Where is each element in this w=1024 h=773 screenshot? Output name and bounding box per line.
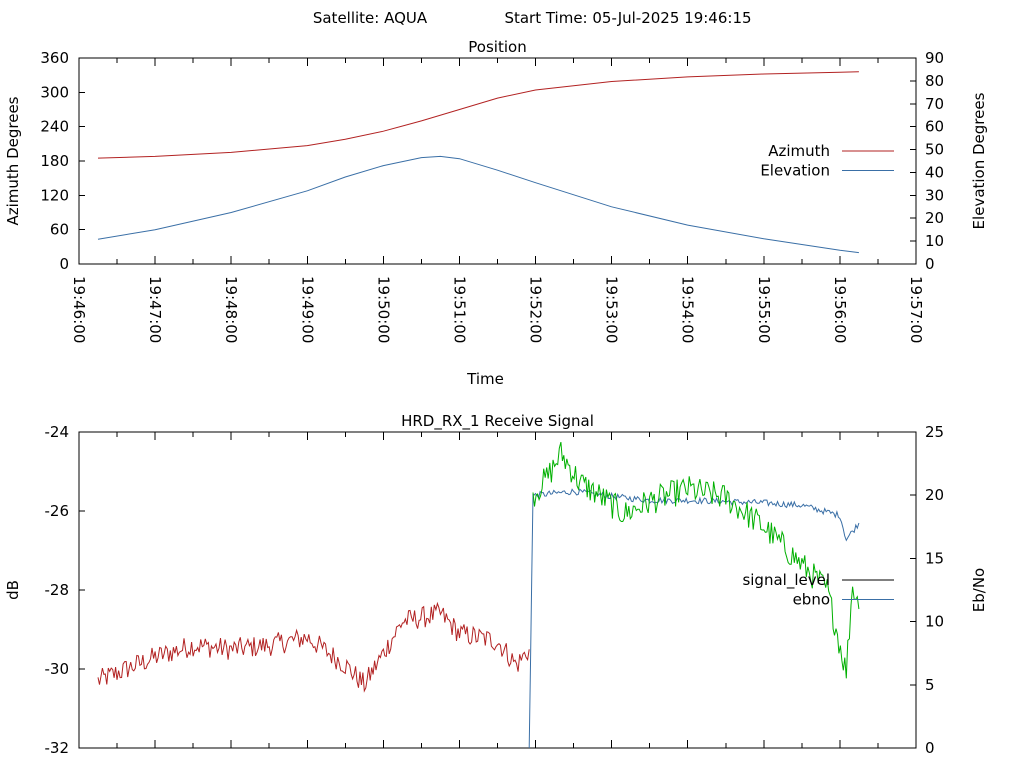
y-tick-label: -24 [45, 423, 70, 441]
plot-frame [78, 431, 917, 749]
x-tick-label: 19:50:00 [374, 276, 392, 343]
y2-tick-label: 60 [925, 118, 944, 136]
chart-title: HRD_RX_1 Receive Signal [401, 412, 594, 431]
y2-tick-label: 0 [925, 739, 935, 757]
y-tick-label: 240 [40, 118, 69, 136]
y2-tick-label: 15 [925, 549, 944, 567]
header-satellite: Satellite: AQUA [313, 9, 428, 27]
x-tick-label: 19:52:00 [527, 276, 545, 343]
legend-label-signal-level: signal_level [742, 571, 830, 590]
x-tick-label: 19:51:00 [450, 276, 468, 343]
x-tick-label: 19:53:00 [603, 276, 621, 343]
y-tick-label: -30 [45, 660, 70, 678]
receive-signal-chart: HRD_RX_1 Receive Signal -32 -30 -28 -26 -24 0 5… [4, 412, 988, 757]
y2-tick-label: 80 [925, 72, 944, 90]
legend-label-ebno: ebno [793, 591, 830, 609]
y-tick-label: -26 [45, 502, 70, 520]
x-tick-label: 19:46:00 [70, 276, 88, 343]
y-tick-label: 180 [40, 152, 69, 170]
legend-label-Azimuth: Azimuth [768, 142, 830, 160]
header-start-time: Start Time: 05-Jul-2025 19:46:15 [504, 9, 751, 27]
x-tick-label: 19:56:00 [831, 276, 849, 343]
y2-tick-label: 20 [925, 209, 944, 227]
y-tick-label: 0 [59, 255, 69, 273]
x-tick-label: 19:54:00 [679, 276, 697, 343]
y2-tick-label: 70 [925, 95, 944, 113]
series-line-Elevation [97, 155, 859, 254]
y-tick-label: -32 [45, 739, 70, 757]
y2-tick-label: 0 [925, 255, 935, 273]
y-axis-label: Azimuth Degrees [4, 96, 22, 225]
x-tick-label: 19:49:00 [298, 276, 316, 343]
x-tick-label: 19:48:00 [222, 276, 240, 343]
y-axis-label: dB [4, 580, 22, 600]
y2-axis-label: Elevation Degrees [970, 92, 988, 229]
y2-axis-label: Eb/No [970, 568, 988, 612]
x-axis-label: Time [466, 370, 504, 388]
x-tick-label: 19:55:00 [755, 276, 773, 343]
y2-tick-label: 50 [925, 141, 944, 159]
chart-title: Position [468, 38, 526, 56]
y-tick-label: 360 [40, 49, 69, 67]
y2-tick-label: 10 [925, 613, 944, 631]
x-tick-label: 19:57:00 [907, 276, 925, 343]
y-tick-label: 120 [40, 186, 69, 204]
x-tick-label: 19:47:00 [146, 276, 164, 343]
y2-tick-label: 20 [925, 486, 944, 504]
y2-tick-label: 5 [925, 676, 935, 694]
y2-tick-label: 25 [925, 423, 944, 441]
y-tick-label: 300 [40, 83, 69, 101]
y2-tick-label: 10 [925, 232, 944, 250]
y2-tick-label: 90 [925, 49, 944, 67]
series-line-ebno [528, 488, 860, 749]
y-tick-label: -28 [45, 581, 70, 599]
position-chart: Position 0 60 120 180 240 300 360 0 10 20 30 40 50 60 7… [4, 38, 988, 388]
series-line-Azimuth [97, 71, 859, 159]
y2-tick-label: 30 [925, 186, 944, 204]
y-tick-label: 60 [50, 221, 69, 239]
legend-label-Elevation: Elevation [760, 162, 830, 180]
y2-tick-label: 40 [925, 163, 944, 181]
series-line-signal-level [97, 601, 530, 693]
series-line-ebno-raw [532, 441, 860, 679]
